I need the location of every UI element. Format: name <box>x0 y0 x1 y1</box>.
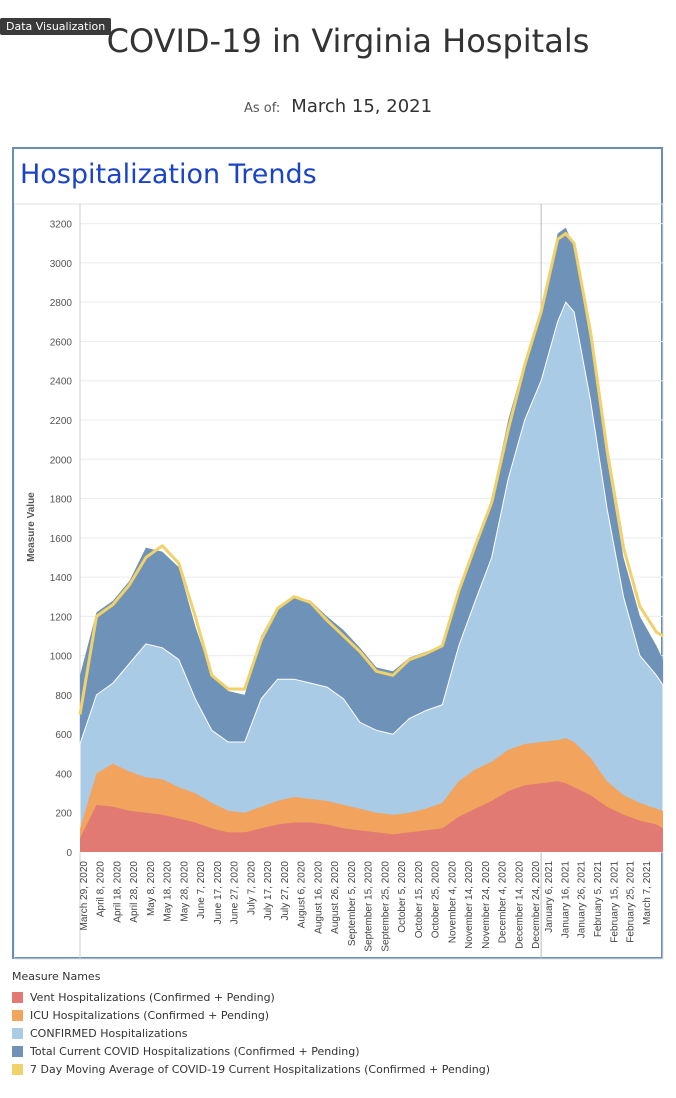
legend-label: Vent Hospitalizations (Confirmed + Pendi… <box>30 990 275 1004</box>
y-tick-label: 400 <box>55 769 72 780</box>
y-tick-label: 1400 <box>50 573 73 584</box>
series-area-2[interactable] <box>79 301 664 853</box>
as-of-line: As of: March 15, 2021 <box>0 96 676 117</box>
y-tick-label: 2400 <box>50 377 73 388</box>
legend-swatch <box>12 1063 23 1075</box>
x-tick-label: August 6, 2020 <box>297 861 308 929</box>
legend-item[interactable]: CONFIRMED Hospitalizations <box>12 1024 490 1042</box>
legend-label: CONFIRMED Hospitalizations <box>30 1026 188 1040</box>
x-tick-label: October 5, 2020 <box>397 861 408 933</box>
x-tick-label: May 18, 2020 <box>163 861 174 922</box>
y-axis-label: Measure Value <box>26 492 37 562</box>
x-tick-label: April 18, 2020 <box>113 861 124 923</box>
x-tick-label: July 27, 2020 <box>280 861 291 921</box>
y-tick-label: 1800 <box>50 495 73 506</box>
x-tick-label: June 27, 2020 <box>230 861 241 925</box>
x-tick-label: August 26, 2020 <box>330 861 341 934</box>
x-tick-label: December 24, 2020 <box>531 861 542 949</box>
series-lines <box>78 232 664 715</box>
x-tick-label: February 15, 2021 <box>609 861 620 943</box>
x-tick-label: April 28, 2020 <box>129 861 140 923</box>
hospitalization-trends-panel: Hospitalization Trends 0 200 400 600 800 1000… <box>12 147 665 961</box>
legend-item[interactable]: ICU Hospitalizations (Confirmed + Pendin… <box>12 1006 490 1024</box>
x-tick-label: March 7, 2021 <box>642 861 653 925</box>
x-tick-label: December 4, 2020 <box>498 861 509 944</box>
legend-label: Total Current COVID Hospitalizations (Co… <box>30 1044 360 1058</box>
x-tick-label: September 5, 2020 <box>347 861 358 946</box>
y-axis-ticks: 0 200 400 600 800 1000 1200 1400 1600 1800 2000 220… <box>50 220 73 859</box>
x-tick-label: September 25, 2020 <box>380 861 391 952</box>
plot-area <box>14 203 664 960</box>
x-tick-label: January 26, 2021 <box>577 861 588 939</box>
y-tick-label: 0 <box>66 848 72 859</box>
x-tick-label: March 29, 2020 <box>79 861 90 931</box>
x-tick-label: June 7, 2020 <box>196 861 207 919</box>
x-tick-label: July 17, 2020 <box>263 861 274 921</box>
legend-swatch <box>12 1009 23 1021</box>
x-tick-label: November 24, 2020 <box>481 861 492 949</box>
x-tick-label: November 14, 2020 <box>464 861 475 949</box>
x-tick-label: June 17, 2020 <box>213 861 224 925</box>
x-tick-label: January 6, 2021 <box>544 861 555 933</box>
legend-title: Measure Names <box>12 970 101 983</box>
y-tick-label: 2000 <box>50 455 73 466</box>
legend-item[interactable]: Vent Hospitalizations (Confirmed + Pendi… <box>12 988 490 1006</box>
as-of-label: As of: <box>243 101 281 116</box>
x-tick-label: April 8, 2020 <box>96 861 107 918</box>
y-tick-label: 3000 <box>50 259 73 270</box>
x-axis-ticks: March 29, 2020 April 8, 2020 April 18, 202… <box>79 861 653 952</box>
legend-swatch <box>12 1045 23 1057</box>
legend-swatch <box>12 991 23 1003</box>
legend-items: Vent Hospitalizations (Confirmed + Pendi… <box>12 988 490 1078</box>
y-tick-label: 2600 <box>50 337 73 348</box>
data-visualization-badge[interactable]: Data Visualization <box>0 18 112 35</box>
x-tick-label: July 7, 2020 <box>246 861 257 915</box>
x-tick-label: May 28, 2020 <box>179 861 190 922</box>
y-tick-label: 1600 <box>50 534 73 545</box>
series-areas <box>79 227 664 853</box>
legend: Measure Names Vent Hospitalizations (Con… <box>12 970 490 1078</box>
x-tick-label: May 8, 2020 <box>146 861 157 916</box>
x-tick-label: February 5, 2021 <box>593 861 604 938</box>
hospitalization-chart[interactable]: 0 200 400 600 800 1000 1200 1400 1600 1800 2000 220… <box>14 149 665 961</box>
y-tick-label: 800 <box>55 691 72 702</box>
page-title: COVID-19 in Virginia Hospitals <box>106 22 590 60</box>
x-tick-label: January 16, 2021 <box>560 861 571 939</box>
x-tick-label: August 16, 2020 <box>313 861 324 934</box>
legend-label: 7 Day Moving Average of COVID-19 Current… <box>30 1062 490 1076</box>
panel-title: Hospitalization Trends <box>20 159 317 190</box>
moving-average-line[interactable] <box>78 232 664 715</box>
y-tick-label: 3200 <box>50 220 73 231</box>
y-tick-label: 1200 <box>50 612 73 623</box>
x-tick-label: November 4, 2020 <box>447 861 458 944</box>
y-tick-label: 2200 <box>50 416 73 427</box>
legend-item[interactable]: 7 Day Moving Average of COVID-19 Current… <box>12 1060 490 1078</box>
y-tick-label: 200 <box>55 809 72 820</box>
x-tick-label: February 25, 2021 <box>626 861 637 943</box>
y-tick-label: 1000 <box>50 652 73 663</box>
legend-item[interactable]: Total Current COVID Hospitalizations (Co… <box>12 1042 490 1060</box>
series-area-4[interactable] <box>80 781 663 852</box>
legend-label: ICU Hospitalizations (Confirmed + Pendin… <box>30 1008 270 1022</box>
x-tick-label: December 14, 2020 <box>514 861 525 949</box>
y-tick-label: 600 <box>55 730 72 741</box>
as-of-date: March 15, 2021 <box>291 96 433 117</box>
x-tick-label: October 25, 2020 <box>431 861 442 939</box>
x-tick-label: September 15, 2020 <box>364 861 375 952</box>
x-tick-label: October 15, 2020 <box>414 861 425 939</box>
y-tick-label: 2800 <box>50 298 73 309</box>
legend-swatch <box>12 1027 23 1039</box>
